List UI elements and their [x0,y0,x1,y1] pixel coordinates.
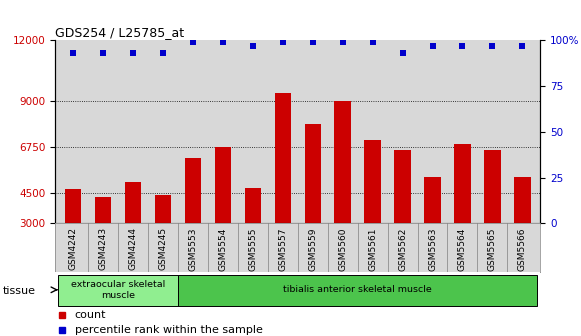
Text: count: count [74,310,106,321]
Bar [424,177,441,223]
Text: GSM5554: GSM5554 [218,227,227,271]
Bar [304,124,321,223]
Text: GSM5557: GSM5557 [278,227,287,271]
Bar [214,147,231,223]
Bar [155,195,171,223]
Point [488,43,497,48]
Point [98,50,107,56]
Bar [275,93,291,223]
Bar [484,150,501,223]
Text: GSM5563: GSM5563 [428,227,437,271]
Point [159,50,168,56]
Bar [178,275,537,306]
Text: percentile rank within the sample: percentile rank within the sample [74,325,263,335]
Point [188,39,198,45]
Point [308,39,317,45]
Point [218,39,228,45]
Point [428,43,437,48]
Text: GSM5559: GSM5559 [309,227,317,271]
Text: GSM5555: GSM5555 [248,227,257,271]
Bar [95,197,112,223]
Text: GSM5553: GSM5553 [188,227,198,271]
Bar [58,275,178,306]
Text: GSM4242: GSM4242 [69,227,78,270]
Point [368,39,377,45]
Point [248,43,257,48]
Text: extraocular skeletal
muscle: extraocular skeletal muscle [71,280,165,299]
Text: GSM4243: GSM4243 [99,227,107,270]
Point [128,50,138,56]
Bar [364,140,381,223]
Bar [65,189,81,223]
Text: GSM5566: GSM5566 [518,227,527,271]
Point [69,50,78,56]
Point [518,43,527,48]
Bar [335,101,351,223]
Text: GDS254 / L25785_at: GDS254 / L25785_at [55,26,184,39]
Text: GSM5564: GSM5564 [458,227,467,271]
Point [278,39,288,45]
Text: GSM4245: GSM4245 [159,227,167,270]
Point [338,39,347,45]
Point [398,50,407,56]
Text: GSM4244: GSM4244 [128,227,138,270]
Bar [125,182,141,223]
Text: GSM5561: GSM5561 [368,227,377,271]
Bar [185,158,201,223]
Bar [394,150,411,223]
Bar [514,177,530,223]
Bar [245,188,261,223]
Text: tibialis anterior skeletal muscle: tibialis anterior skeletal muscle [284,285,432,294]
Text: GSM5560: GSM5560 [338,227,347,271]
Text: GSM5562: GSM5562 [398,227,407,271]
Text: GSM5565: GSM5565 [488,227,497,271]
Point [458,43,467,48]
Bar [454,144,471,223]
Text: tissue: tissue [3,286,36,296]
